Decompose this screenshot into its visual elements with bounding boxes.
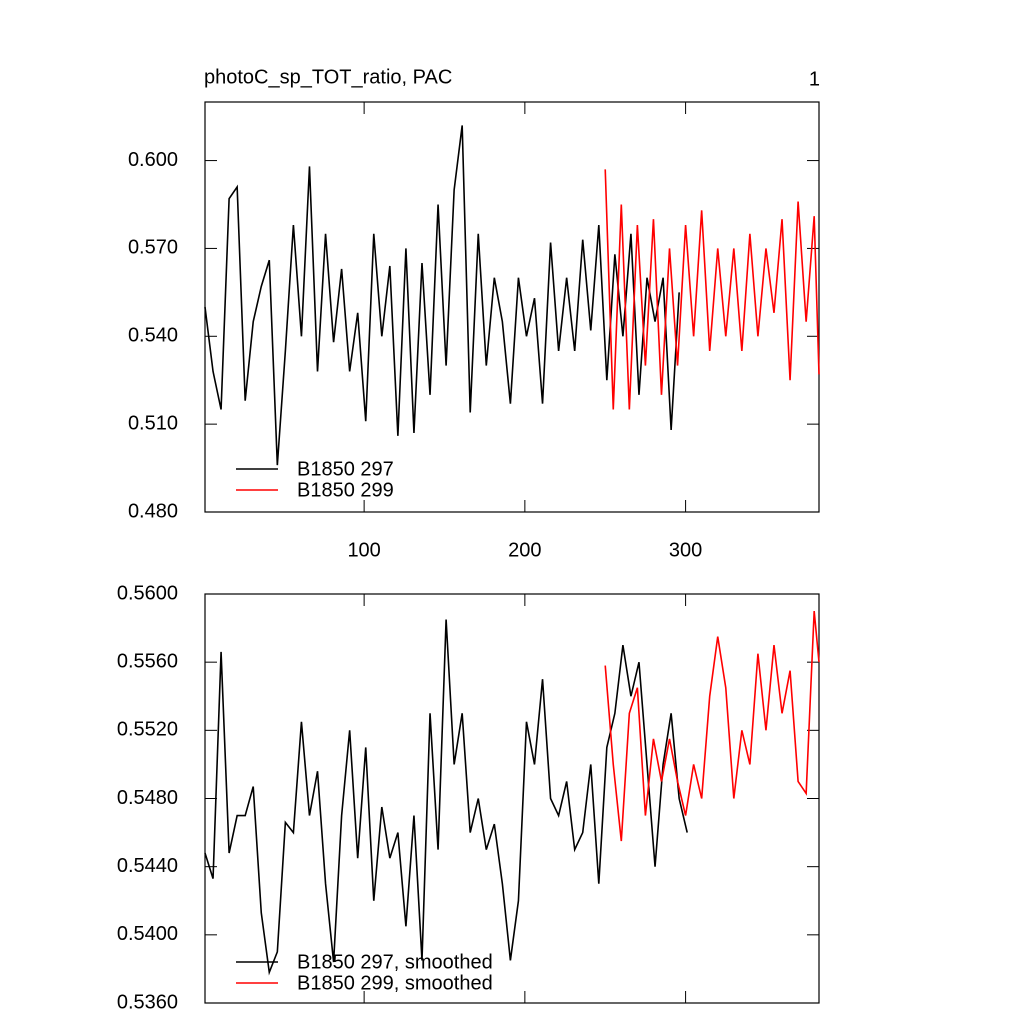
y-tick-label: 0.510 (128, 412, 178, 434)
y-tick-label: 0.5520 (117, 719, 178, 741)
y-tick-label: 0.5480 (117, 787, 178, 809)
data-line (604, 610, 820, 842)
legend-label: B1850 297 (297, 458, 394, 480)
chart-title: photoC_sp_TOT_ratio, PAC (204, 66, 452, 88)
y-tick-label: 0.570 (128, 237, 178, 259)
data-line (204, 619, 688, 976)
legend-label: B1850 297, smoothed (297, 951, 493, 973)
data-line (604, 169, 820, 410)
y-tick-label: 0.5440 (117, 855, 178, 877)
plot-frame (204, 101, 820, 513)
x-tick-label: 200 (508, 539, 541, 561)
y-tick-label: 0.480 (128, 500, 178, 522)
legend-label: B1850 299, smoothed (297, 972, 493, 994)
x-tick-label: 300 (669, 539, 702, 561)
plot-frame (204, 593, 820, 1004)
y-tick-label: 0.540 (128, 325, 178, 347)
data-line (204, 125, 680, 466)
legend-label: B1850 299 (297, 479, 394, 501)
y-tick-label: 0.5360 (117, 991, 178, 1013)
y-tick-label: 0.5560 (117, 650, 178, 672)
y-tick-label: 0.5400 (117, 923, 178, 945)
x-tick-label: 100 (347, 539, 380, 561)
panel-annotation: 1 (809, 68, 820, 90)
y-tick-label: 0.600 (128, 149, 178, 171)
y-tick-label: 0.5600 (117, 582, 178, 604)
